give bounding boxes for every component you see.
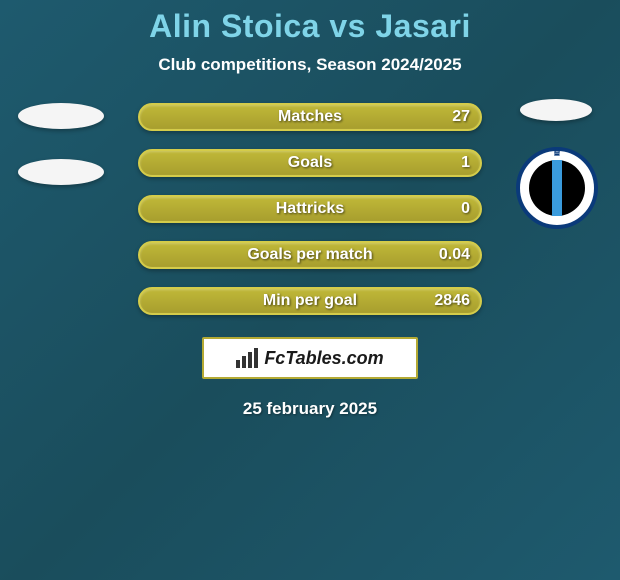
club-badge: ♛ (516, 147, 598, 229)
stat-row: Min per goal 2846 (138, 287, 482, 315)
stat-row: Hattricks 0 (138, 195, 482, 223)
right-player-placeholder (520, 99, 592, 121)
stat-row: Goals per match 0.04 (138, 241, 482, 269)
stat-value-right: 1 (461, 149, 470, 177)
left-player-placeholder (18, 103, 104, 185)
stat-value-right: 2846 (434, 287, 470, 315)
report-date: 25 february 2025 (0, 399, 620, 419)
content-area: ♛ Matches 27 Goals 1 Hattricks 0 (0, 103, 620, 419)
stat-bars: Matches 27 Goals 1 Hattricks 0 Goals per… (138, 103, 482, 315)
player-photo-placeholder (18, 103, 104, 129)
page-subtitle: Club competitions, Season 2024/2025 (0, 55, 620, 75)
crown-icon: ♛ (552, 145, 563, 159)
stat-label: Matches (138, 103, 482, 131)
stat-label: Goals (138, 149, 482, 177)
stat-row: Matches 27 (138, 103, 482, 131)
club-badge-ring: ♛ (516, 147, 598, 229)
stat-row: Goals 1 (138, 149, 482, 177)
bar-chart-icon (236, 348, 258, 368)
stat-value-right: 0.04 (439, 241, 470, 269)
club-badge-stripe (552, 160, 562, 216)
player-club-placeholder (18, 159, 104, 185)
comparison-card: Alin Stoica vs Jasari Club competitions,… (0, 0, 620, 580)
club-badge-inner (529, 160, 585, 216)
stat-label: Min per goal (138, 287, 482, 315)
stat-value-right: 0 (461, 195, 470, 223)
stat-value-right: 27 (452, 103, 470, 131)
stat-label: Goals per match (138, 241, 482, 269)
site-logo[interactable]: FcTables.com (202, 337, 418, 379)
stat-label: Hattricks (138, 195, 482, 223)
page-title: Alin Stoica vs Jasari (0, 8, 620, 45)
logo-text: FcTables.com (264, 348, 383, 369)
